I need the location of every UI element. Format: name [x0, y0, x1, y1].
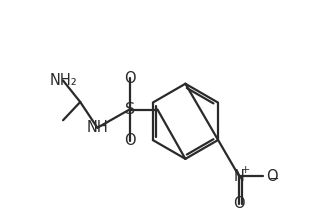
- Text: O: O: [267, 169, 278, 184]
- Text: +: +: [240, 165, 250, 175]
- Text: O: O: [124, 71, 135, 86]
- Text: NH: NH: [86, 120, 108, 135]
- Text: O: O: [124, 133, 135, 148]
- Text: −: −: [269, 173, 279, 186]
- Text: O: O: [233, 196, 245, 211]
- Text: S: S: [124, 102, 135, 117]
- Text: NH₂: NH₂: [49, 73, 77, 88]
- Text: N: N: [234, 169, 245, 184]
